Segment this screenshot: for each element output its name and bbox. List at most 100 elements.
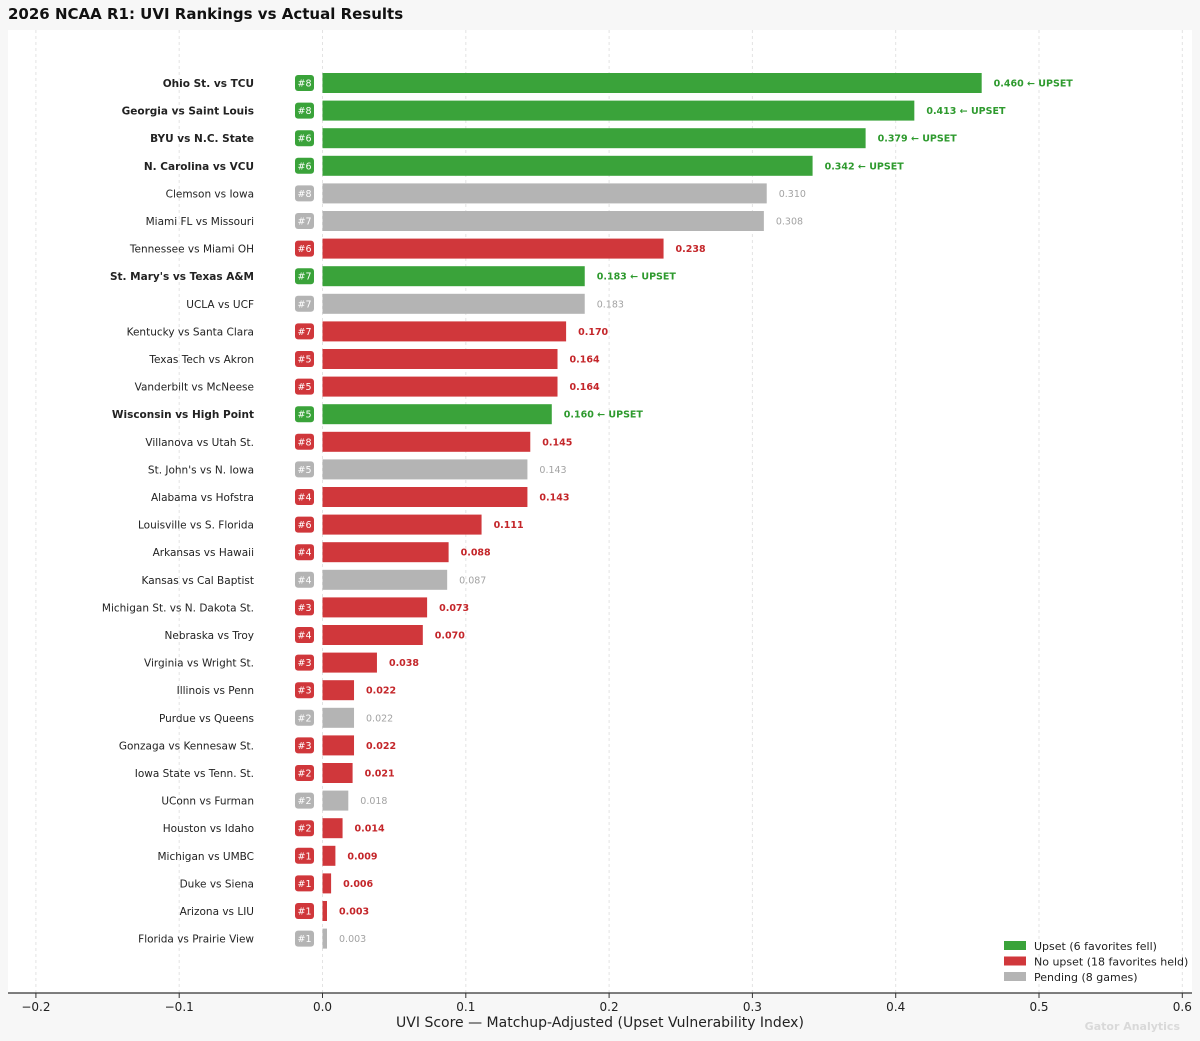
seed-label: #1 [297,851,311,862]
bar-row: Kansas vs Cal Baptist #4 0.087 [142,569,486,590]
seed-badge [295,461,314,478]
bar [322,404,552,425]
bar [322,735,355,756]
seed-badge [295,295,314,312]
seed-badge [295,516,314,533]
seed-badge [295,268,314,285]
bar-row: UConn vs Furman #2 0.018 [161,790,387,811]
seed-label: #4 [297,493,311,504]
seed-label: #8 [297,79,311,90]
bar-row: St. Mary's vs Texas A&M #7 0.183 ← UPSET [110,266,676,287]
game-label: Florida vs Prairie View [138,934,254,946]
seed-badge [295,875,314,892]
seed-badge [295,930,314,947]
value-label: 0.087 [459,575,486,586]
bar-row: Duke vs Siena #1 0.006 [180,873,374,894]
legend-label: No upset (18 favorites held) [1034,956,1188,969]
bar [322,680,355,701]
seed-label: #5 [297,382,311,393]
grid-lines [35,30,1183,993]
value-label: 0.006 [343,879,373,890]
seed-label: #4 [297,631,311,642]
bar-row: Houston vs Idaho #2 0.014 [163,818,385,839]
bar [322,707,355,728]
bar-row: Michigan vs UMBC #1 0.009 [157,845,377,866]
value-label: 0.022 [366,741,396,752]
seed-badge [295,406,314,423]
game-label: St. John's vs N. Iowa [148,464,254,476]
value-label: 0.014 [355,824,385,835]
seed-label: #7 [297,272,311,283]
bar-row: Alabama vs Hofstra #4 0.143 [151,487,569,507]
seed-label: #2 [297,713,311,724]
bar [322,266,585,287]
seed-badge [295,185,314,202]
x-tick-label: 0.2 [600,1000,619,1014]
game-label: Iowa State vs Tenn. St. [135,768,254,780]
x-tick-label: 0.4 [886,1000,905,1014]
legend-swatch [1004,941,1026,950]
value-label: 0.021 [365,769,395,780]
x-tick-label: 0.5 [1029,1000,1048,1014]
bar [322,901,327,921]
seed-label: #1 [297,934,311,945]
bar-row: UCLA vs UCF #7 0.183 [186,293,624,314]
game-label: Miami FL vs Missouri [146,216,254,228]
game-label: Wisconsin vs High Point [112,409,254,421]
game-label: BYU vs N.C. State [150,133,254,145]
value-label: 0.003 [339,907,369,918]
game-label: Illinois vs Penn [177,685,254,697]
bar-row: St. John's vs N. Iowa #5 0.143 [148,459,567,480]
legend: Upset (6 favorites fell) No upset (18 fav… [1004,940,1188,984]
game-label: Purdue vs Queens [159,713,254,725]
seed-badge [295,75,314,91]
seed-badge [295,351,314,367]
game-label: Arizona vs LIU [180,906,254,918]
value-label: 0.009 [347,851,377,862]
value-label: 0.342 ← UPSET [825,161,905,172]
value-label: 0.379 ← UPSET [878,134,958,145]
seed-label: #2 [297,769,311,780]
bar-row: Michigan St. vs N. Dakota St. #3 0.073 [102,597,469,618]
seed-label: #7 [297,299,311,310]
bar-row: Florida vs Prairie View #1 0.003 [138,928,366,949]
chart-title: 2026 NCAA R1: UVI Rankings vs Actual Res… [8,5,403,23]
x-tick-label: 0.6 [1173,1000,1192,1014]
bar-row: Villanova vs Utah St. #8 0.145 [145,431,572,452]
seed-label: #4 [297,548,311,559]
value-label: 0.145 [542,437,572,448]
bar [322,928,327,949]
seed-label: #2 [297,796,311,807]
bar [322,459,528,480]
game-label: Clemson vs Iowa [166,188,254,200]
game-label: Alabama vs Hofstra [151,492,254,504]
game-label: Georgia vs Saint Louis [122,106,254,118]
bar [322,73,982,93]
seed-badge [295,682,314,699]
bar [322,183,767,204]
seed-badge [295,737,314,754]
x-tick-label: −0.1 [165,1000,194,1014]
x-tick-label: −0.2 [21,1000,50,1014]
value-label: 0.308 [776,217,803,228]
game-label: Texas Tech vs Akron [148,354,254,366]
value-label: 0.170 [578,327,608,338]
game-label: Nebraska vs Troy [165,630,255,642]
seed-badge [295,378,314,395]
x-tick-label: 0.0 [313,1000,332,1014]
seed-label: #6 [297,134,311,145]
game-label: Arkansas vs Hawaii [153,547,254,559]
game-label: Gonzaga vs Kennesaw St. [119,740,254,752]
value-label: 0.111 [494,520,524,531]
bar [322,542,449,563]
bar [322,569,448,590]
seed-badge [295,157,314,174]
game-label: Michigan St. vs N. Dakota St. [102,602,254,614]
seed-label: #7 [297,217,311,228]
seed-badge [295,544,314,561]
watermark: Gator Analytics [1085,1020,1181,1033]
value-label: 0.143 [539,493,569,504]
bar-row: Wisconsin vs High Point #5 0.160 ← UPSET [112,404,643,425]
bar [322,128,866,149]
bar [322,293,585,314]
